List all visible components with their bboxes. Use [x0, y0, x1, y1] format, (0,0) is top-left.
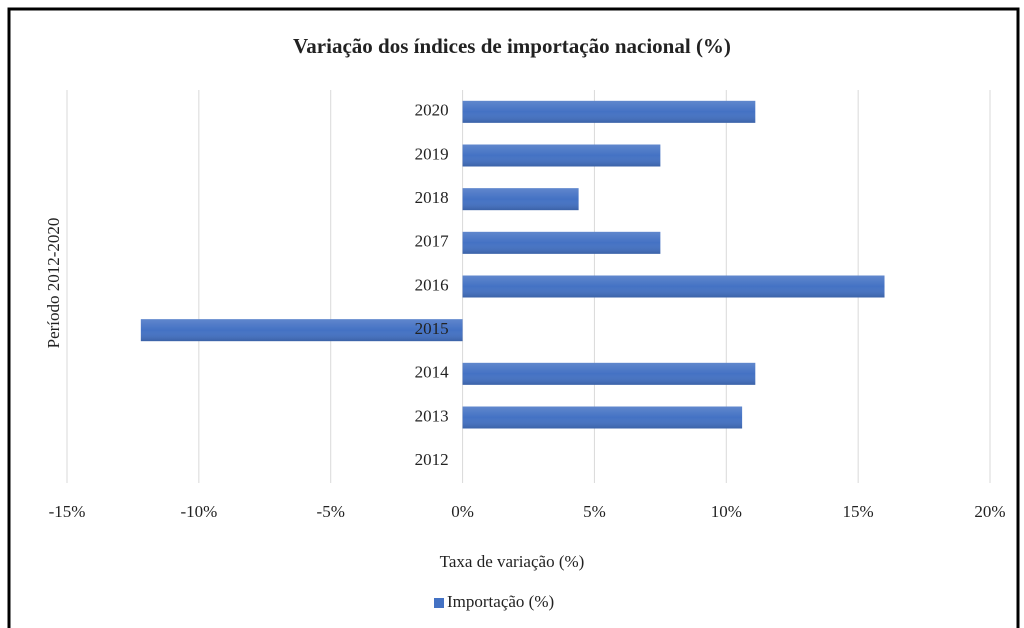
x-axis-title: Taxa de variação (%) [440, 552, 585, 571]
legend-label: Importação (%) [447, 592, 554, 611]
y-tick-label: 2014 [415, 363, 450, 382]
chart-title: Variação dos índices de importação nacio… [293, 34, 731, 58]
x-tick-label: 0% [451, 502, 474, 521]
bar-shade [462, 144, 661, 167]
y-tick-label: 2018 [415, 188, 449, 207]
x-tick-label: 10% [711, 502, 742, 521]
x-tick-label: -5% [317, 502, 345, 521]
x-tick-label: -15% [49, 502, 86, 521]
y-tick-label: 2012 [415, 450, 449, 469]
y-axis-title: Período 2012-2020 [44, 218, 63, 349]
bar-shade [462, 188, 579, 211]
y-tick-label: 2015 [415, 319, 449, 338]
y-tick-label: 2016 [415, 275, 449, 294]
x-tick-label: 20% [974, 502, 1005, 521]
bar-shade [140, 319, 463, 342]
y-tick-label: 2019 [415, 144, 449, 163]
y-tick-label: 2013 [415, 406, 449, 425]
bar-shade [462, 362, 756, 385]
bar-shade [462, 275, 885, 298]
bar-shade [462, 406, 743, 429]
bar-shade [462, 100, 756, 123]
y-tick-label: 2017 [415, 232, 450, 251]
legend-swatch [434, 598, 444, 608]
x-tick-label: 5% [583, 502, 606, 521]
y-tick-label: 2020 [415, 101, 449, 120]
x-tick-label: 15% [843, 502, 874, 521]
x-tick-label: -10% [180, 502, 217, 521]
bar-shade [462, 231, 661, 254]
